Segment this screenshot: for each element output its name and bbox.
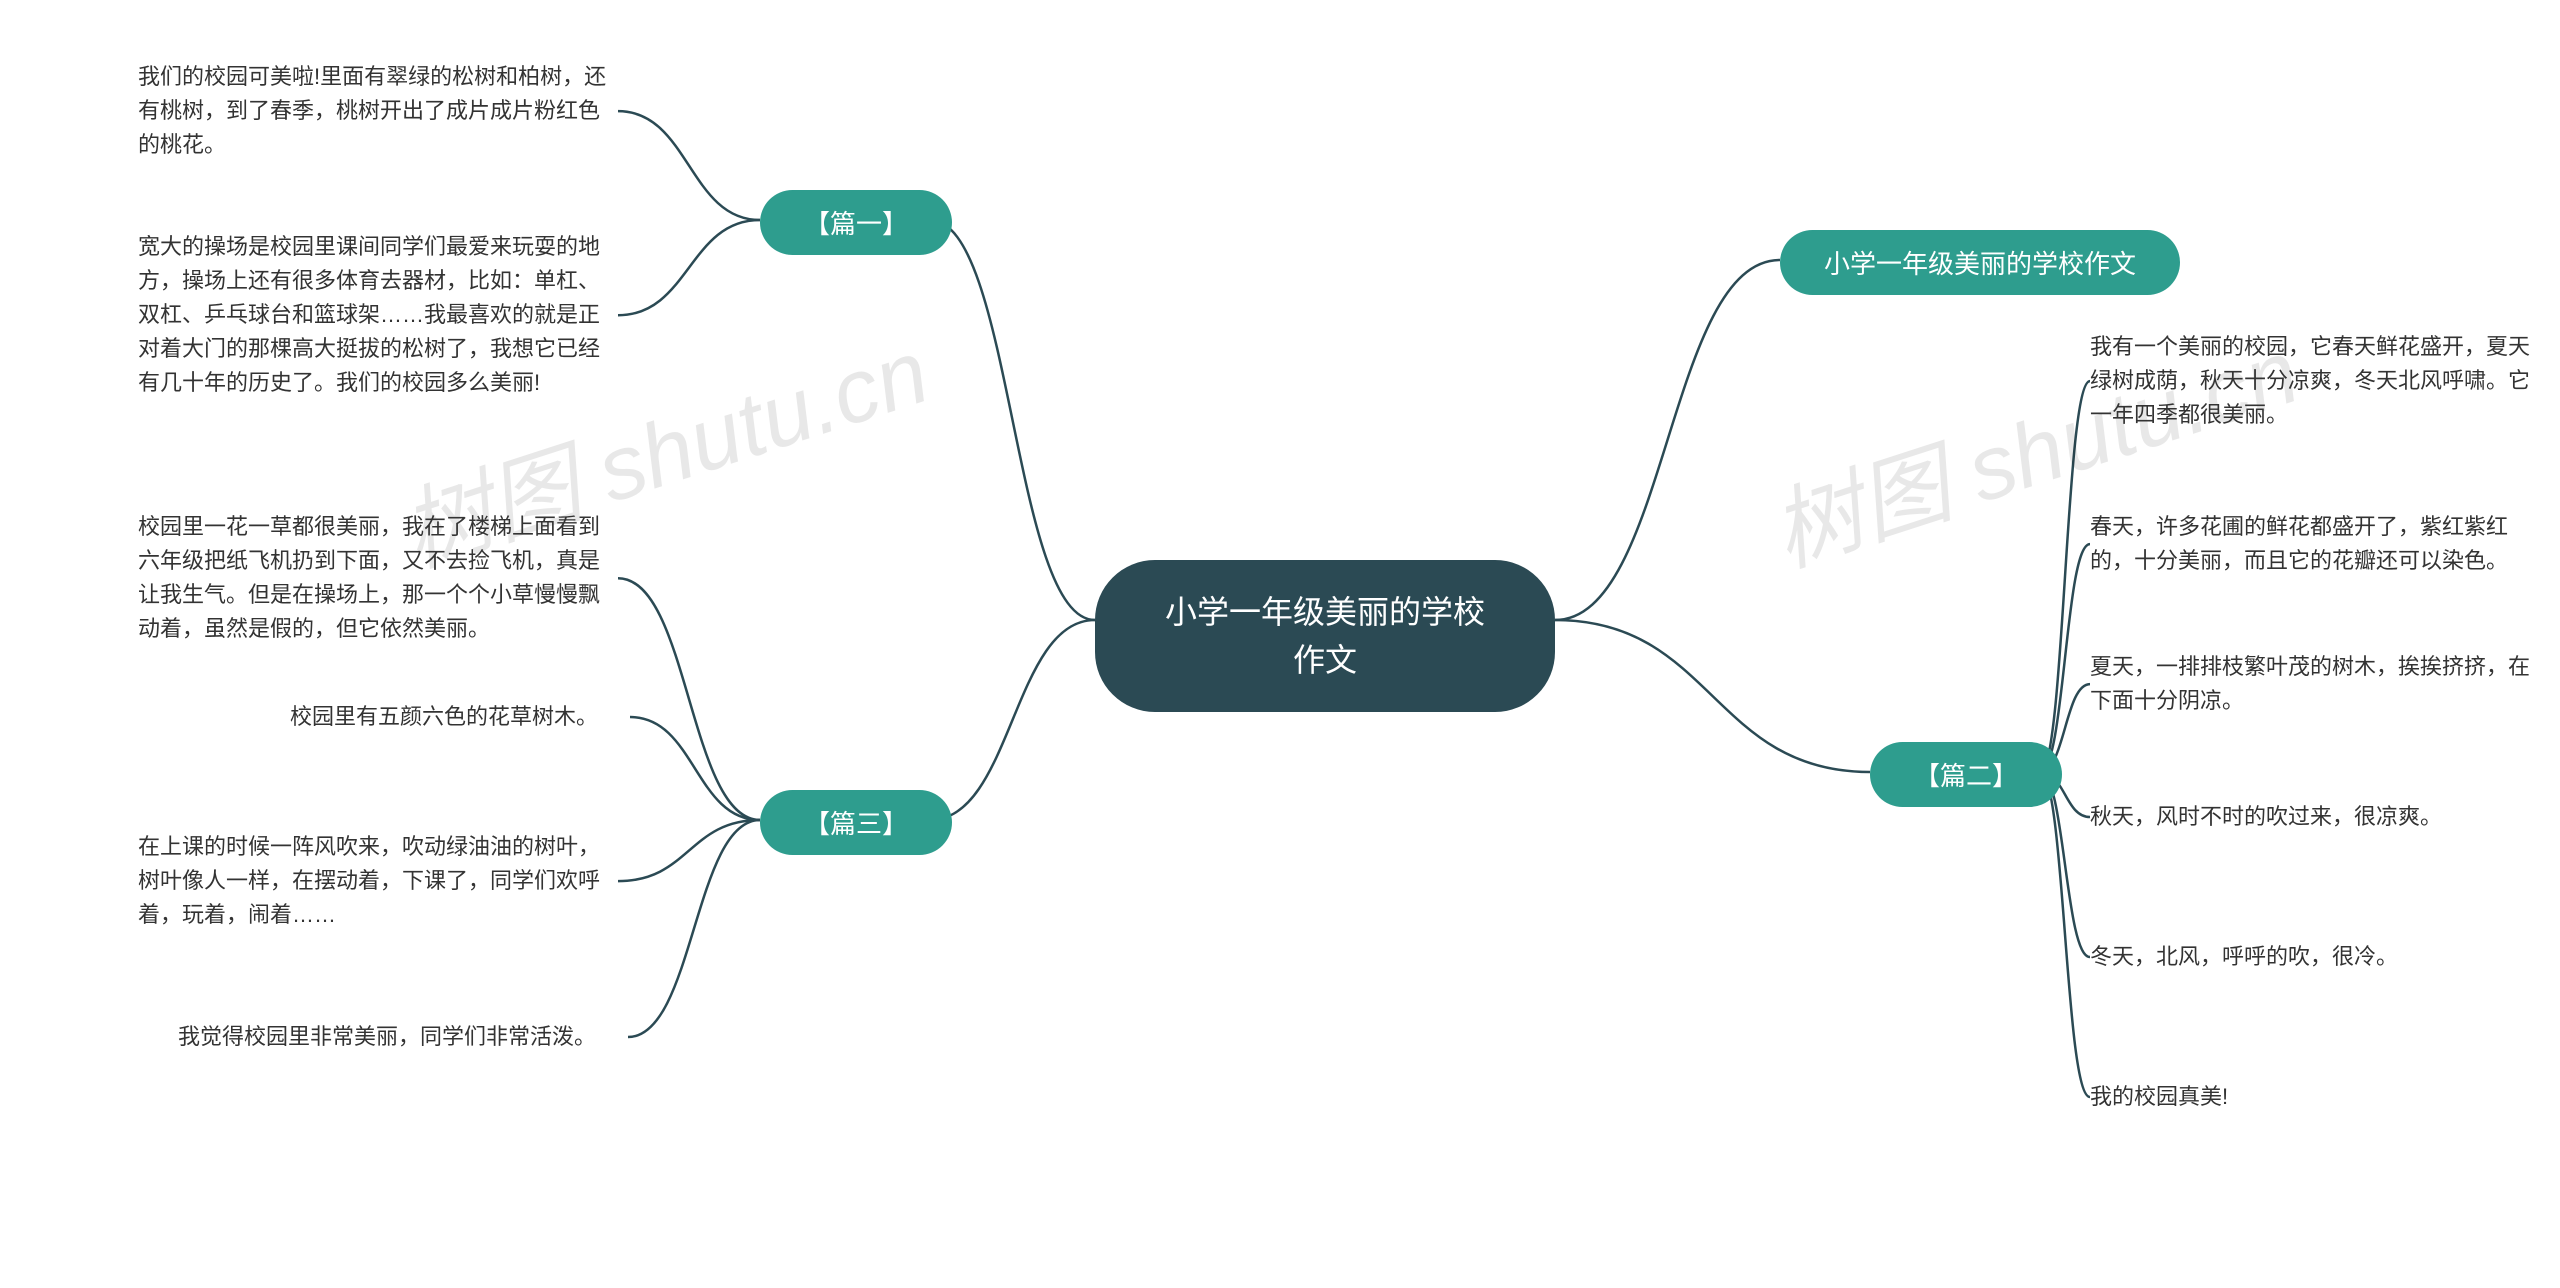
leaf-part1-1: 宽大的操场是校园里课间同学们最爱来玩耍的地方，操场上还有很多体育去器材，比如：单…	[138, 230, 618, 400]
branch-title-right: 小学一年级美丽的学校作文	[1780, 230, 2180, 295]
center-node: 小学一年级美丽的学校作文	[1095, 560, 1555, 712]
branch-part1: 【篇一】	[760, 190, 952, 255]
branch-part3: 【篇三】	[760, 790, 952, 855]
leaf-part2-1: 春天，许多花圃的鲜花都盛开了，紫红紫红的，十分美丽，而且它的花瓣还可以染色。	[2090, 510, 2530, 578]
leaf-part2-4: 冬天，北风，呼呼的吹，很冷。	[2090, 940, 2530, 974]
leaf-part2-2: 夏天，一排排枝繁叶茂的树木，挨挨挤挤，在下面十分阴凉。	[2090, 650, 2530, 718]
leaf-part3-3: 我觉得校园里非常美丽，同学们非常活泼。	[178, 1020, 628, 1054]
leaf-part3-0: 校园里一花一草都很美丽，我在了楼梯上面看到六年级把纸飞机扔到下面，又不去捡飞机，…	[138, 510, 618, 646]
leaf-part1-0: 我们的校园可美啦!里面有翠绿的松树和柏树，还有桃树，到了春季，桃树开出了成片成片…	[138, 60, 618, 162]
branch-part2: 【篇二】	[1870, 742, 2062, 807]
leaf-part2-3: 秋天，风时不时的吹过来，很凉爽。	[2090, 800, 2530, 834]
leaf-part2-5: 我的校园真美!	[2090, 1080, 2530, 1114]
leaf-part3-2: 在上课的时候一阵风吹来，吹动绿油油的树叶，树叶像人一样，在摆动着，下课了，同学们…	[138, 830, 618, 932]
leaf-part2-0: 我有一个美丽的校园，它春天鲜花盛开，夏天绿树成荫，秋天十分凉爽，冬天北风呼啸。它…	[2090, 330, 2530, 432]
leaf-part3-1: 校园里有五颜六色的花草树木。	[290, 700, 630, 734]
